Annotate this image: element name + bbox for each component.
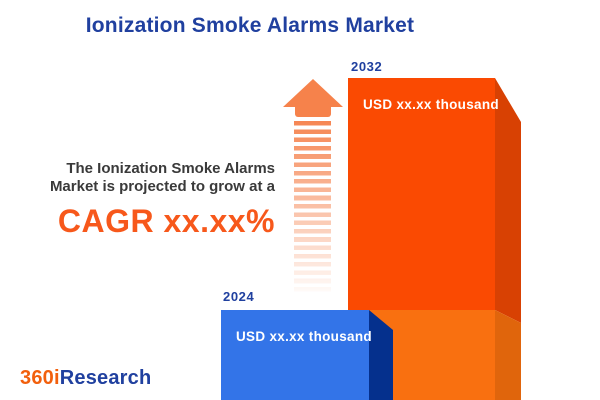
bar-2032-year-label: 2032 <box>351 59 383 74</box>
growth-arrow-shaft-top <box>295 103 331 117</box>
bar-2032-side-lower <box>495 310 521 400</box>
brand-logo-360i: 360i <box>20 367 60 389</box>
bar-2032-face-upper <box>348 78 495 310</box>
bar-2024-side-face <box>369 310 393 400</box>
bar-2024-face <box>221 310 369 400</box>
bar-2032-value-label: USD xx.xx thousand <box>363 97 499 112</box>
growth-arrow-fading-stripes <box>294 121 331 295</box>
annotation-block: The Ionization Smoke Alarms Market is pr… <box>50 160 275 240</box>
bar-2032-side-upper <box>495 78 521 323</box>
bar-2024-year-label: 2024 <box>223 289 255 304</box>
cagr-value: CAGR xx.xx% <box>57 203 275 239</box>
annotation-line-1: The Ionization Smoke Alarms <box>66 160 275 177</box>
bar-2024-value-label: USD xx.xx thousand <box>236 329 372 344</box>
brand-logo-research: Research <box>59 367 152 389</box>
brand-logo: 360iResearch <box>20 367 151 390</box>
page-title: Ionization Smoke Alarms Market <box>85 14 415 37</box>
bar-2032-3d-side <box>495 78 521 400</box>
bar-2024-3d-side <box>369 310 393 400</box>
annotation-line-2: Market is projected to grow at a <box>49 178 275 195</box>
